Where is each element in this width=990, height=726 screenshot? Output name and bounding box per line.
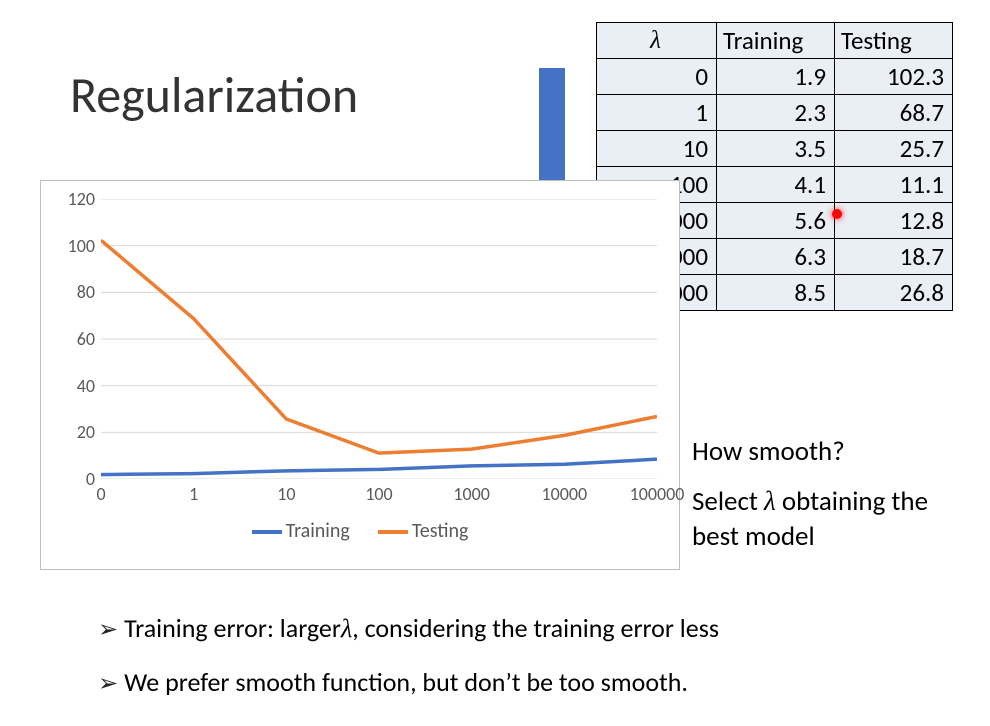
cell-lambda: 0 bbox=[597, 59, 717, 95]
ytick-label: 20 bbox=[61, 421, 95, 443]
table-row: 01.9102.3 bbox=[597, 59, 953, 95]
xtick-label: 10 bbox=[277, 483, 295, 505]
col-header-testing: Testing bbox=[835, 23, 953, 59]
cell-testing: 68.7 bbox=[835, 95, 953, 131]
ytick-label: 0 bbox=[61, 468, 95, 490]
table-header-row: λ Training Testing bbox=[597, 23, 953, 59]
bullet-marker-icon: ➢ bbox=[98, 615, 118, 644]
select-lambda-text: Select λ obtaining the best model bbox=[692, 484, 972, 554]
ytick-label: 60 bbox=[61, 328, 95, 350]
bullet-item: ➢We prefer smooth function, but don’t be… bbox=[98, 666, 719, 698]
cell-training: 6.3 bbox=[717, 239, 835, 275]
chart-legend: Training Testing bbox=[41, 519, 679, 543]
col-header-lambda: λ bbox=[597, 23, 717, 59]
cell-testing: 26.8 bbox=[835, 275, 953, 311]
cell-training: 3.5 bbox=[717, 131, 835, 167]
lambda-glyph: λ bbox=[764, 486, 776, 516]
cell-lambda: 1 bbox=[597, 95, 717, 131]
bullet-item: ➢Training error: largerλ, considering th… bbox=[98, 612, 719, 644]
xtick-label: 100000 bbox=[630, 483, 685, 505]
cell-training: 8.5 bbox=[717, 275, 835, 311]
legend-swatch-icon bbox=[252, 530, 282, 534]
chart-series-group bbox=[101, 240, 657, 474]
legend-label: Testing bbox=[412, 519, 469, 543]
ytick-label: 40 bbox=[61, 375, 95, 397]
bullet-list: ➢Training error: largerλ, considering th… bbox=[98, 612, 719, 720]
cell-testing: 11.1 bbox=[835, 167, 953, 203]
ytick-label: 120 bbox=[61, 188, 95, 210]
chart-gridlines bbox=[101, 199, 657, 479]
ytick-label: 80 bbox=[61, 281, 95, 303]
cell-training: 1.9 bbox=[717, 59, 835, 95]
legend-label: Training bbox=[286, 519, 350, 543]
cell-training: 4.1 bbox=[717, 167, 835, 203]
legend-item-training: Training bbox=[252, 519, 350, 543]
table-row: 103.525.7 bbox=[597, 131, 953, 167]
ytick-label: 100 bbox=[61, 235, 95, 257]
cell-lambda: 10 bbox=[597, 131, 717, 167]
xtick-label: 1000 bbox=[453, 483, 490, 505]
xtick-label: 10000 bbox=[542, 483, 588, 505]
cell-testing: 12.8 bbox=[835, 203, 953, 239]
xtick-label: 100 bbox=[365, 483, 392, 505]
page-title: Regularization bbox=[70, 65, 358, 126]
series-training bbox=[101, 459, 657, 474]
regularization-chart: Training Testing 0 20 40 60 80 100 120 0 1 10 100 10… bbox=[40, 180, 680, 570]
plot-area bbox=[101, 199, 657, 479]
xtick-label: 0 bbox=[96, 483, 105, 505]
cell-training: 5.6 bbox=[717, 203, 835, 239]
cell-testing: 18.7 bbox=[835, 239, 953, 275]
legend-item-testing: Testing bbox=[378, 519, 469, 543]
series-testing bbox=[101, 240, 657, 453]
how-smooth-text: How smooth? bbox=[692, 435, 845, 468]
bullet-text: Training error: largerλ, considering the… bbox=[124, 612, 719, 644]
highlight-dot-icon bbox=[832, 209, 842, 219]
table-row: 12.368.7 bbox=[597, 95, 953, 131]
bullet-text: We prefer smooth function, but don’t be … bbox=[124, 666, 688, 698]
legend-swatch-icon bbox=[378, 530, 408, 534]
chart-svg bbox=[101, 199, 657, 479]
xtick-label: 1 bbox=[189, 483, 198, 505]
cell-testing: 25.7 bbox=[835, 131, 953, 167]
bullet-marker-icon: ➢ bbox=[98, 669, 118, 698]
cell-training: 2.3 bbox=[717, 95, 835, 131]
col-header-training: Training bbox=[717, 23, 835, 59]
cell-testing: 102.3 bbox=[835, 59, 953, 95]
select-prefix: Select bbox=[692, 485, 764, 518]
